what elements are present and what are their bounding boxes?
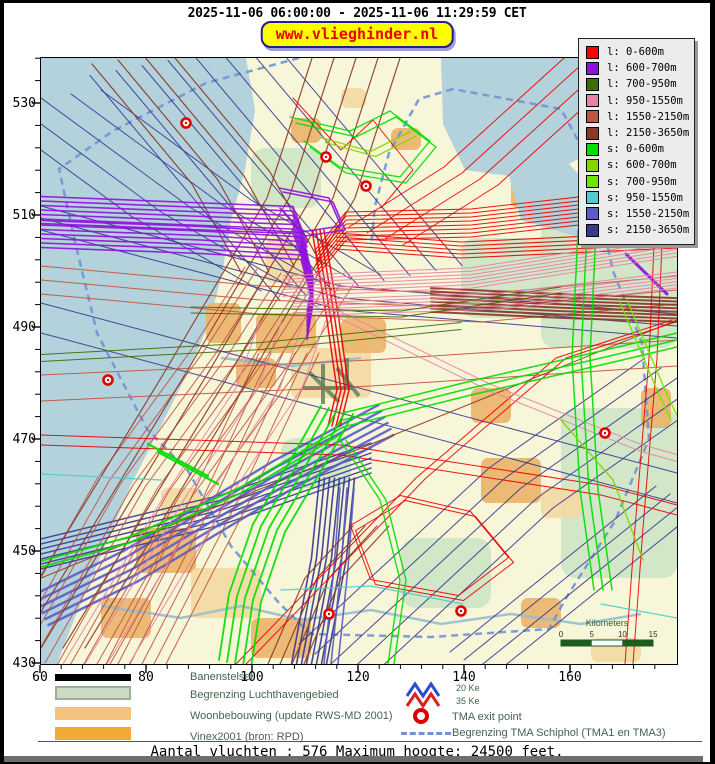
x-tick-label: 60 (32, 670, 48, 685)
svg-text:0: 0 (559, 630, 564, 639)
svg-text:Kilometers: Kilometers (586, 618, 629, 628)
feature-label: Woonbebouwing (update RWS-MD 2001) (190, 710, 393, 722)
altitude-label: s: 1550-2150m (607, 207, 690, 220)
altitude-label: l: 600-700m (607, 62, 677, 75)
altitude-swatch (586, 191, 599, 205)
altitude-swatch (586, 77, 599, 91)
altitude-label: s: 2150-3650m (607, 224, 690, 237)
altitude-legend-item: l: 950-1550m (586, 93, 687, 109)
svg-text:5: 5 (589, 630, 594, 639)
y-tick-label: 530 (12, 96, 36, 111)
x-tick-label: 100 (240, 670, 264, 685)
altitude-swatch (586, 223, 599, 237)
ke20-label: 20 Ke (456, 683, 480, 693)
tma-exit-point-icon (413, 708, 429, 724)
tma-boundary-icon (401, 732, 451, 735)
vlieghinder-link-button[interactable]: www.vlieghinder.nl (260, 21, 454, 48)
page-title: 2025-11-06 06:00:00 - 2025-11-06 11:29:5… (187, 6, 527, 21)
altitude-label: s: 950-1550m (607, 191, 683, 204)
altitude-legend-item: l: 700-950m (586, 76, 687, 92)
x-tick-label: 140 (452, 670, 476, 685)
feature-swatch-lorange (55, 707, 131, 720)
altitude-legend-item: s: 2150-3650m (586, 222, 690, 238)
altitude-legend-item: s: 600-700m (586, 157, 687, 173)
y-tick-label: 510 (12, 208, 36, 223)
separator-line (38, 741, 702, 742)
x-tick-label: 80 (138, 670, 154, 685)
y-tick-label: 430 (12, 656, 36, 671)
altitude-swatch (586, 110, 599, 124)
map-canvas: Kilometers 0 5 10 15 (41, 58, 677, 664)
svg-text:15: 15 (649, 630, 658, 639)
altitude-label: l: 950-1550m (607, 94, 683, 107)
feature-swatch-black (55, 674, 131, 681)
feature-label: Begrenzing Luchthavengebied (190, 689, 339, 701)
altitude-label: l: 2150-3650m (607, 127, 690, 140)
altitude-legend: l: 0-600m l: 600-700m l: 700-950m l: 950-15… (578, 38, 695, 246)
ke35-label: 35 Ke (456, 696, 480, 706)
altitude-swatch (586, 126, 599, 140)
y-tick-label: 450 (12, 544, 36, 559)
altitude-legend-item: l: 600-700m (586, 60, 687, 76)
altitude-label: l: 700-950m (607, 78, 677, 91)
altitude-label: l: 0-600m (607, 46, 664, 59)
altitude-swatch (586, 207, 599, 221)
altitude-label: s: 0-600m (607, 143, 664, 156)
altitude-swatch (586, 175, 599, 189)
altitude-swatch (586, 142, 599, 156)
altitude-label: l: 1550-2150m (607, 110, 690, 123)
tma-boundary-label: Begrenzing TMA Schiphol (TMA1 en TMA3) (452, 727, 666, 739)
altitude-swatch (586, 158, 599, 172)
altitude-swatch (586, 94, 599, 108)
feature-label: Banenstelsel (190, 671, 253, 683)
flight-track-map: Kilometers 0 5 10 15 (40, 57, 678, 665)
x-tick-label: 160 (558, 670, 582, 685)
altitude-legend-item: s: 950-1550m (586, 190, 687, 206)
altitude-legend-item: s: 0-600m (586, 141, 687, 157)
feature-swatch-sage (55, 686, 131, 700)
altitude-swatch (586, 45, 599, 59)
svg-text:10: 10 (618, 630, 627, 639)
altitude-legend-item: l: 1550-2150m (586, 109, 690, 125)
tma-exit-label: TMA exit point (452, 711, 522, 723)
ke-contour-icon (405, 681, 441, 709)
altitude-legend-item: s: 1550-2150m (586, 206, 690, 222)
altitude-legend-item: s: 700-950m (586, 174, 687, 190)
altitude-label: s: 600-700m (607, 159, 677, 172)
x-tick-label: 120 (346, 670, 370, 685)
feature-label: Vinex2001 (bron: RPD) (190, 731, 304, 743)
altitude-legend-item: l: 2150-3650m (586, 125, 690, 141)
feature-swatch-orange (55, 727, 131, 740)
y-tick-label: 490 (12, 320, 36, 335)
scale-bar: Kilometers 0 5 10 15 (559, 618, 658, 647)
altitude-swatch (586, 61, 599, 75)
page-content: 2025-11-06 06:00:00 - 2025-11-06 11:29:5… (4, 3, 710, 762)
altitude-label: s: 700-950m (607, 175, 677, 188)
y-tick-label: 470 (12, 432, 36, 447)
bottom-bar (4, 756, 703, 762)
altitude-legend-item: l: 0-600m (586, 44, 687, 60)
